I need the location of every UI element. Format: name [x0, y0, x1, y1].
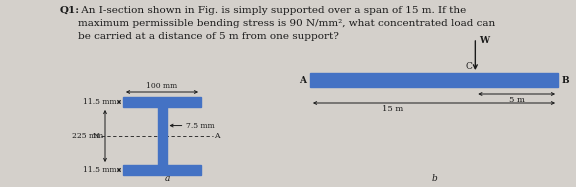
Bar	[310, 73, 558, 87]
Text: N: N	[92, 132, 99, 140]
Text: 15 m: 15 m	[382, 105, 403, 113]
Text: 100 mm: 100 mm	[146, 82, 177, 90]
Text: a: a	[164, 174, 170, 183]
Text: A: A	[214, 132, 219, 140]
Bar	[157, 107, 166, 165]
Text: 225 mm: 225 mm	[72, 132, 103, 140]
Text: W: W	[479, 36, 490, 45]
Text: B: B	[562, 76, 570, 85]
Text: An I-section shown in Fig. is simply supported over a span of 15 m. If the
maxim: An I-section shown in Fig. is simply sup…	[78, 6, 495, 41]
Text: C: C	[465, 62, 472, 71]
Text: 11.5 mm: 11.5 mm	[84, 166, 117, 174]
Bar	[123, 97, 201, 107]
Text: b: b	[431, 174, 437, 183]
Text: 5 m: 5 m	[509, 96, 525, 104]
Text: 11.5 mm: 11.5 mm	[84, 98, 117, 106]
Text: Q1:: Q1:	[60, 6, 80, 15]
Bar	[123, 165, 201, 175]
Text: 7.5 mm: 7.5 mm	[185, 122, 214, 130]
Text: A: A	[299, 76, 306, 85]
